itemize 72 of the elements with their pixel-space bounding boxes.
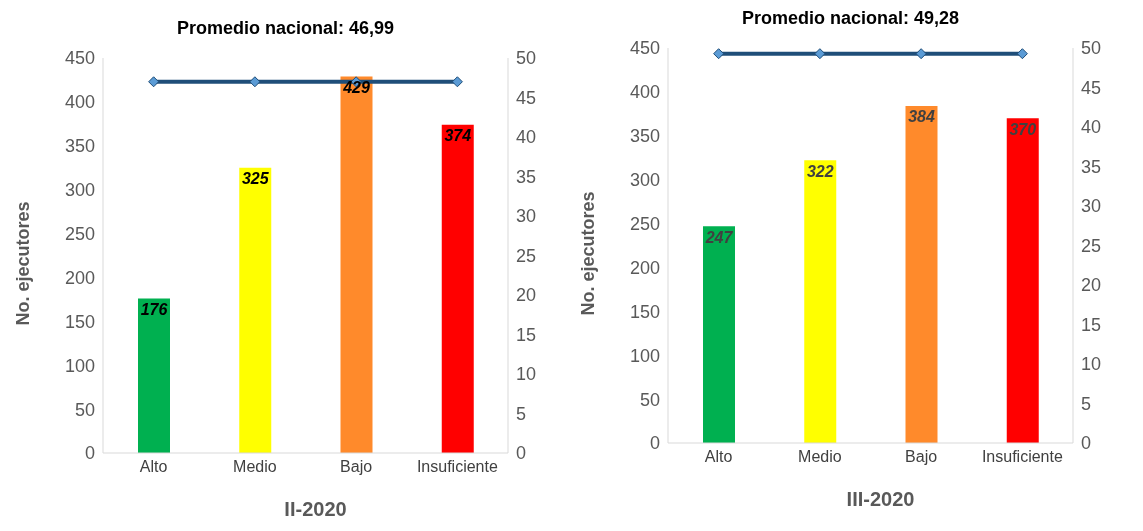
y2-tick-label: 10 xyxy=(1081,354,1102,375)
x-tick-label: Bajo xyxy=(905,448,938,466)
data-label: 374 xyxy=(444,127,472,145)
x-tick-label: Medio xyxy=(798,448,842,466)
y-tick-label: 150 xyxy=(629,301,660,322)
y2-tick-label: 40 xyxy=(1081,117,1102,138)
text: Promedio nacional: 49,28 xyxy=(740,8,961,29)
bar xyxy=(703,226,735,443)
y-tick-label: 350 xyxy=(64,136,95,157)
x-tick-label: Alto xyxy=(704,448,733,466)
text: Promedio nacional: 46,99 xyxy=(175,18,396,39)
y2-tick-label: 15 xyxy=(1081,314,1102,335)
y2-tick-label: 0 xyxy=(1081,433,1092,454)
y2-tick-label: 5 xyxy=(516,403,527,424)
y-tick-label: 200 xyxy=(629,257,660,278)
y2-tick-label: 25 xyxy=(1081,235,1102,256)
bar xyxy=(441,124,474,453)
y-tick-label: 450 xyxy=(629,38,660,59)
x-axis-title: III-2020 xyxy=(845,488,916,511)
x-tick-label: Bajo xyxy=(340,458,373,476)
y-tick-label: 250 xyxy=(629,213,660,234)
y2-tick-label: 25 xyxy=(516,245,537,266)
data-label: 384 xyxy=(908,108,935,126)
y-tick-label: 400 xyxy=(629,82,660,103)
x-tick-label: Alto xyxy=(139,458,168,476)
y2-tick-label: 50 xyxy=(1081,38,1102,59)
y-tick-label: 300 xyxy=(64,180,95,201)
y-tick-label: 300 xyxy=(629,170,660,191)
y2-tick-label: 15 xyxy=(516,324,537,345)
bar xyxy=(1006,118,1039,443)
bar xyxy=(239,167,272,453)
y-tick-label: 100 xyxy=(629,345,660,366)
y2-tick-label: 40 xyxy=(516,127,537,148)
data-label: 429 xyxy=(342,78,370,96)
bar xyxy=(804,160,837,443)
data-label: 370 xyxy=(1009,120,1037,138)
y-tick-label: 400 xyxy=(64,92,95,113)
y2-tick-label: 35 xyxy=(1081,156,1102,177)
y-tick-label: 450 xyxy=(64,48,95,69)
bar xyxy=(138,298,170,453)
y2-tick-label: 30 xyxy=(1081,196,1102,217)
data-label: 247 xyxy=(704,228,734,246)
y2-tick-label: 10 xyxy=(516,364,537,385)
y-tick-label: 350 xyxy=(629,126,660,147)
x-tick-label: Medio xyxy=(233,458,277,476)
y2-tick-label: 20 xyxy=(516,285,537,306)
data-label: 176 xyxy=(140,300,168,318)
y-tick-label: 0 xyxy=(84,443,95,464)
y-tick-label: 0 xyxy=(649,433,660,454)
data-label: 325 xyxy=(241,170,270,188)
bar xyxy=(905,105,938,443)
x-axis-title: II-2020 xyxy=(283,498,348,521)
y2-tick-label: 35 xyxy=(516,166,537,187)
y-tick-label: 250 xyxy=(64,223,95,244)
y2-tick-label: 5 xyxy=(1081,393,1092,414)
y2-tick-label: 50 xyxy=(516,48,537,69)
y2-tick-label: 30 xyxy=(516,206,537,227)
y-tick-label: 50 xyxy=(639,389,660,410)
y2-tick-label: 20 xyxy=(1081,275,1102,296)
data-label: 322 xyxy=(806,162,834,180)
y-axis-title: No. ejecutores xyxy=(13,201,34,326)
x-tick-label: Insuficiente xyxy=(416,458,498,476)
x-tick-label: Insuficiente xyxy=(981,448,1063,466)
bar xyxy=(340,76,373,453)
y2-tick-label: 45 xyxy=(516,87,537,108)
y-tick-label: 150 xyxy=(64,311,95,332)
y-axis-title: No. ejecutores xyxy=(578,191,599,316)
y-tick-label: 50 xyxy=(74,399,95,420)
y-tick-label: 100 xyxy=(64,355,95,376)
y-tick-label: 200 xyxy=(64,267,95,288)
y2-tick-label: 45 xyxy=(1081,77,1102,98)
y2-tick-label: 0 xyxy=(516,443,527,464)
